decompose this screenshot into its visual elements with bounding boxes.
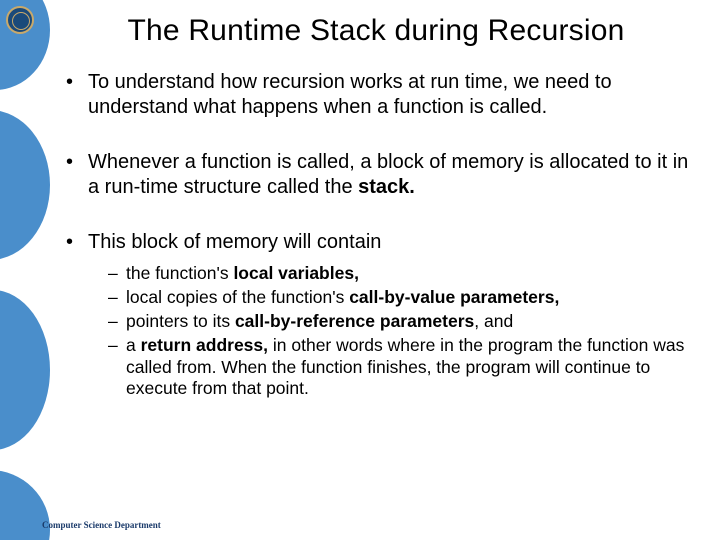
text-run: , and: [474, 311, 513, 331]
sub-bullet-item: local copies of the function's call-by-v…: [108, 287, 700, 309]
logo-seal-icon: [6, 6, 34, 34]
text-run: local copies of the function's: [126, 287, 349, 307]
text-run: pointers to its: [126, 311, 235, 331]
text-run: call-by-reference parameters: [235, 311, 474, 331]
text-run: return address,: [141, 335, 268, 355]
sub-bullet-item: pointers to its call-by-reference parame…: [108, 311, 700, 333]
text-run: stack.: [358, 176, 415, 198]
footer-text: Computer Science Department: [42, 520, 161, 530]
sub-bullet-item: the function's local variables,: [108, 263, 700, 285]
text-run: This block of memory will contain: [88, 231, 381, 253]
bullet-list: To understand how recursion works at run…: [52, 70, 700, 400]
bullet-item: This block of memory will contain the fu…: [66, 230, 700, 400]
sub-bullet-list: the function's local variables, local co…: [88, 263, 700, 400]
text-run: a: [126, 335, 141, 355]
text-run: To understand how recursion works at run…: [88, 71, 612, 118]
slide-content: The Runtime Stack during Recursion To un…: [38, 0, 720, 540]
slide-title: The Runtime Stack during Recursion: [52, 14, 700, 48]
bullet-item: To understand how recursion works at run…: [66, 70, 700, 120]
bullet-item: Whenever a function is called, a block o…: [66, 150, 700, 200]
text-run: call-by-value parameters,: [349, 287, 559, 307]
text-run: local variables,: [233, 263, 359, 283]
text-run: the function's: [126, 263, 233, 283]
sub-bullet-item: a return address, in other words where i…: [108, 335, 700, 401]
